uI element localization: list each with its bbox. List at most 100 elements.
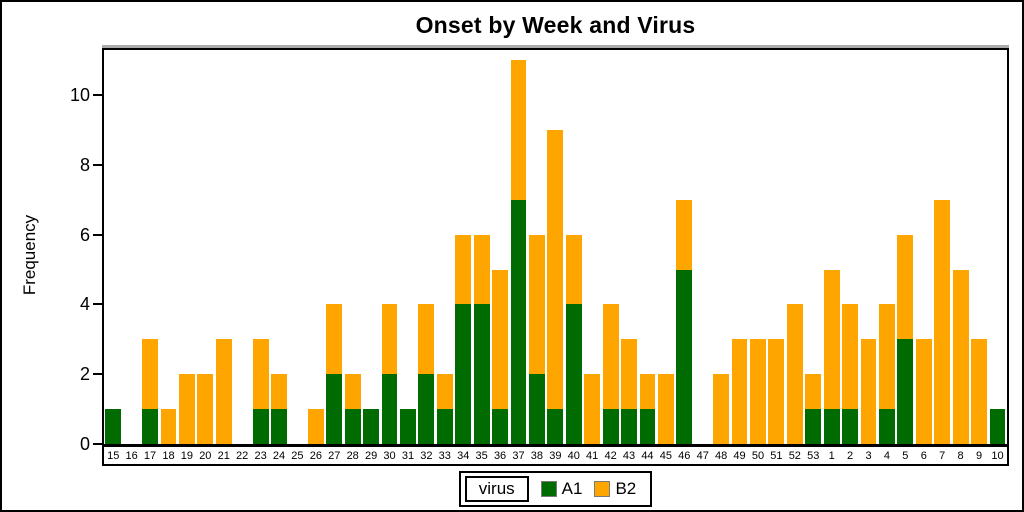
stacked-bar xyxy=(271,374,287,444)
bar-slot-week-24 xyxy=(270,50,288,444)
stacked-bar xyxy=(178,374,195,444)
a1-segment xyxy=(823,409,840,444)
a1-segment xyxy=(639,409,656,444)
stacked-bar xyxy=(197,374,214,444)
legend-item-b2: B2 xyxy=(594,479,636,499)
b2-segment xyxy=(418,304,435,375)
b2-segment xyxy=(492,269,508,410)
bar-slot-week-49 xyxy=(730,50,748,444)
bar-slot-week-46 xyxy=(675,50,693,444)
a1-color-swatch-icon xyxy=(540,481,557,498)
x-tick-label: 48 xyxy=(715,449,728,462)
stacked-bar xyxy=(657,374,674,444)
stacked-bar xyxy=(842,304,858,444)
y-tick-label: 0 xyxy=(79,434,90,454)
bar-slot-week-40 xyxy=(565,50,583,444)
b2-segment xyxy=(805,374,822,410)
x-tick-label: 47 xyxy=(696,449,709,462)
stacked-bar xyxy=(934,199,951,444)
stacked-bar xyxy=(142,339,158,444)
x-tick-label: 28 xyxy=(346,449,359,462)
x-axis-labels: 15 16 17 18 19 20 21 22 23 24 25 26 27 28 29 30 31 32 33 34… xyxy=(104,447,1007,464)
stacked-bar xyxy=(584,374,601,444)
legend-item-a1: A1 xyxy=(540,479,582,499)
bar-slot-week-17 xyxy=(141,50,159,444)
bar-slot-week-50 xyxy=(749,50,767,444)
x-tick-label: 17 xyxy=(143,449,157,462)
x-tick-label: 46 xyxy=(678,449,691,462)
chart-title: Onset by Week and Virus xyxy=(415,12,696,38)
b2-segment xyxy=(252,339,269,410)
x-tick-label: 21 xyxy=(217,449,230,462)
x-tick-label: 26 xyxy=(309,449,322,462)
b2-segment xyxy=(307,409,324,444)
b2-segment xyxy=(860,339,877,444)
a1-segment xyxy=(381,374,398,444)
x-tick-label: 16 xyxy=(125,449,138,462)
bar-slot-week-35 xyxy=(472,50,490,444)
b2-segment xyxy=(215,339,232,444)
stacked-bar xyxy=(676,199,693,444)
bar-slot-week-18 xyxy=(159,50,177,444)
stacked-bar xyxy=(897,234,914,444)
b2-segment xyxy=(142,339,158,410)
b2-segment xyxy=(971,339,987,444)
bar-slot-week-3 xyxy=(859,50,877,444)
bars-area xyxy=(104,50,1007,444)
legend-row: virus A1 B2 xyxy=(102,471,1009,508)
x-tick-label: 51 xyxy=(770,449,783,462)
x-tick-label: 15 xyxy=(107,449,120,462)
b2-segment xyxy=(344,374,361,410)
stacked-bar xyxy=(344,374,361,444)
x-tick-label: 1 xyxy=(828,449,835,462)
a1-segment xyxy=(510,199,527,444)
bar-slot-week-2 xyxy=(841,50,859,444)
stacked-bar xyxy=(455,234,472,444)
y-tick-label: 10 xyxy=(69,85,90,105)
x-tick-label: 24 xyxy=(272,449,286,462)
a1-segment xyxy=(436,409,453,444)
x-tick-label: 38 xyxy=(530,449,544,462)
x-tick-label: 2 xyxy=(847,449,854,462)
bar-slot-week-41 xyxy=(583,50,601,444)
bar-slot-week-48 xyxy=(712,50,730,444)
stacked-bar xyxy=(805,374,822,444)
b2-segment xyxy=(621,339,637,410)
b2-segment xyxy=(639,374,656,410)
stacked-bar xyxy=(713,374,730,444)
a1-segment xyxy=(621,409,637,444)
bar-slot-week-20 xyxy=(196,50,214,444)
bar-slot-week-10 xyxy=(988,50,1006,444)
y-axis-label: Frequency xyxy=(20,214,39,296)
x-tick-label: 3 xyxy=(865,449,872,462)
b2-segment xyxy=(565,234,582,305)
stacked-bar xyxy=(400,409,416,444)
a1-segment xyxy=(105,409,122,444)
stacked-bar xyxy=(731,339,748,444)
a1-segment xyxy=(400,409,416,444)
stacked-bar xyxy=(529,234,545,444)
stacked-bar xyxy=(547,129,564,444)
a1-segment xyxy=(805,409,822,444)
bar-slot-week-33 xyxy=(436,50,454,444)
stacked-bar xyxy=(307,409,324,444)
b2-segment xyxy=(750,339,766,444)
bar-slot-week-15 xyxy=(104,50,122,444)
x-tick-label: 27 xyxy=(328,449,341,462)
stacked-bar xyxy=(639,374,656,444)
y-tick-mark xyxy=(93,373,102,376)
y-tick-mark xyxy=(93,303,102,306)
b2-segment xyxy=(510,60,527,200)
bar-slot-week-53 xyxy=(804,50,822,444)
y-tick-mark xyxy=(93,94,102,96)
b2-segment xyxy=(842,304,858,410)
a1-segment xyxy=(363,409,380,444)
a1-segment xyxy=(676,269,693,444)
bar-slot-week-38 xyxy=(528,50,546,444)
bar-slot-week-47 xyxy=(694,50,712,444)
x-tick-label: 30 xyxy=(383,449,396,462)
b2-segment xyxy=(823,269,840,410)
stacked-bar xyxy=(602,304,619,444)
stacked-bar xyxy=(768,339,785,444)
x-tick-label: 31 xyxy=(401,449,415,462)
